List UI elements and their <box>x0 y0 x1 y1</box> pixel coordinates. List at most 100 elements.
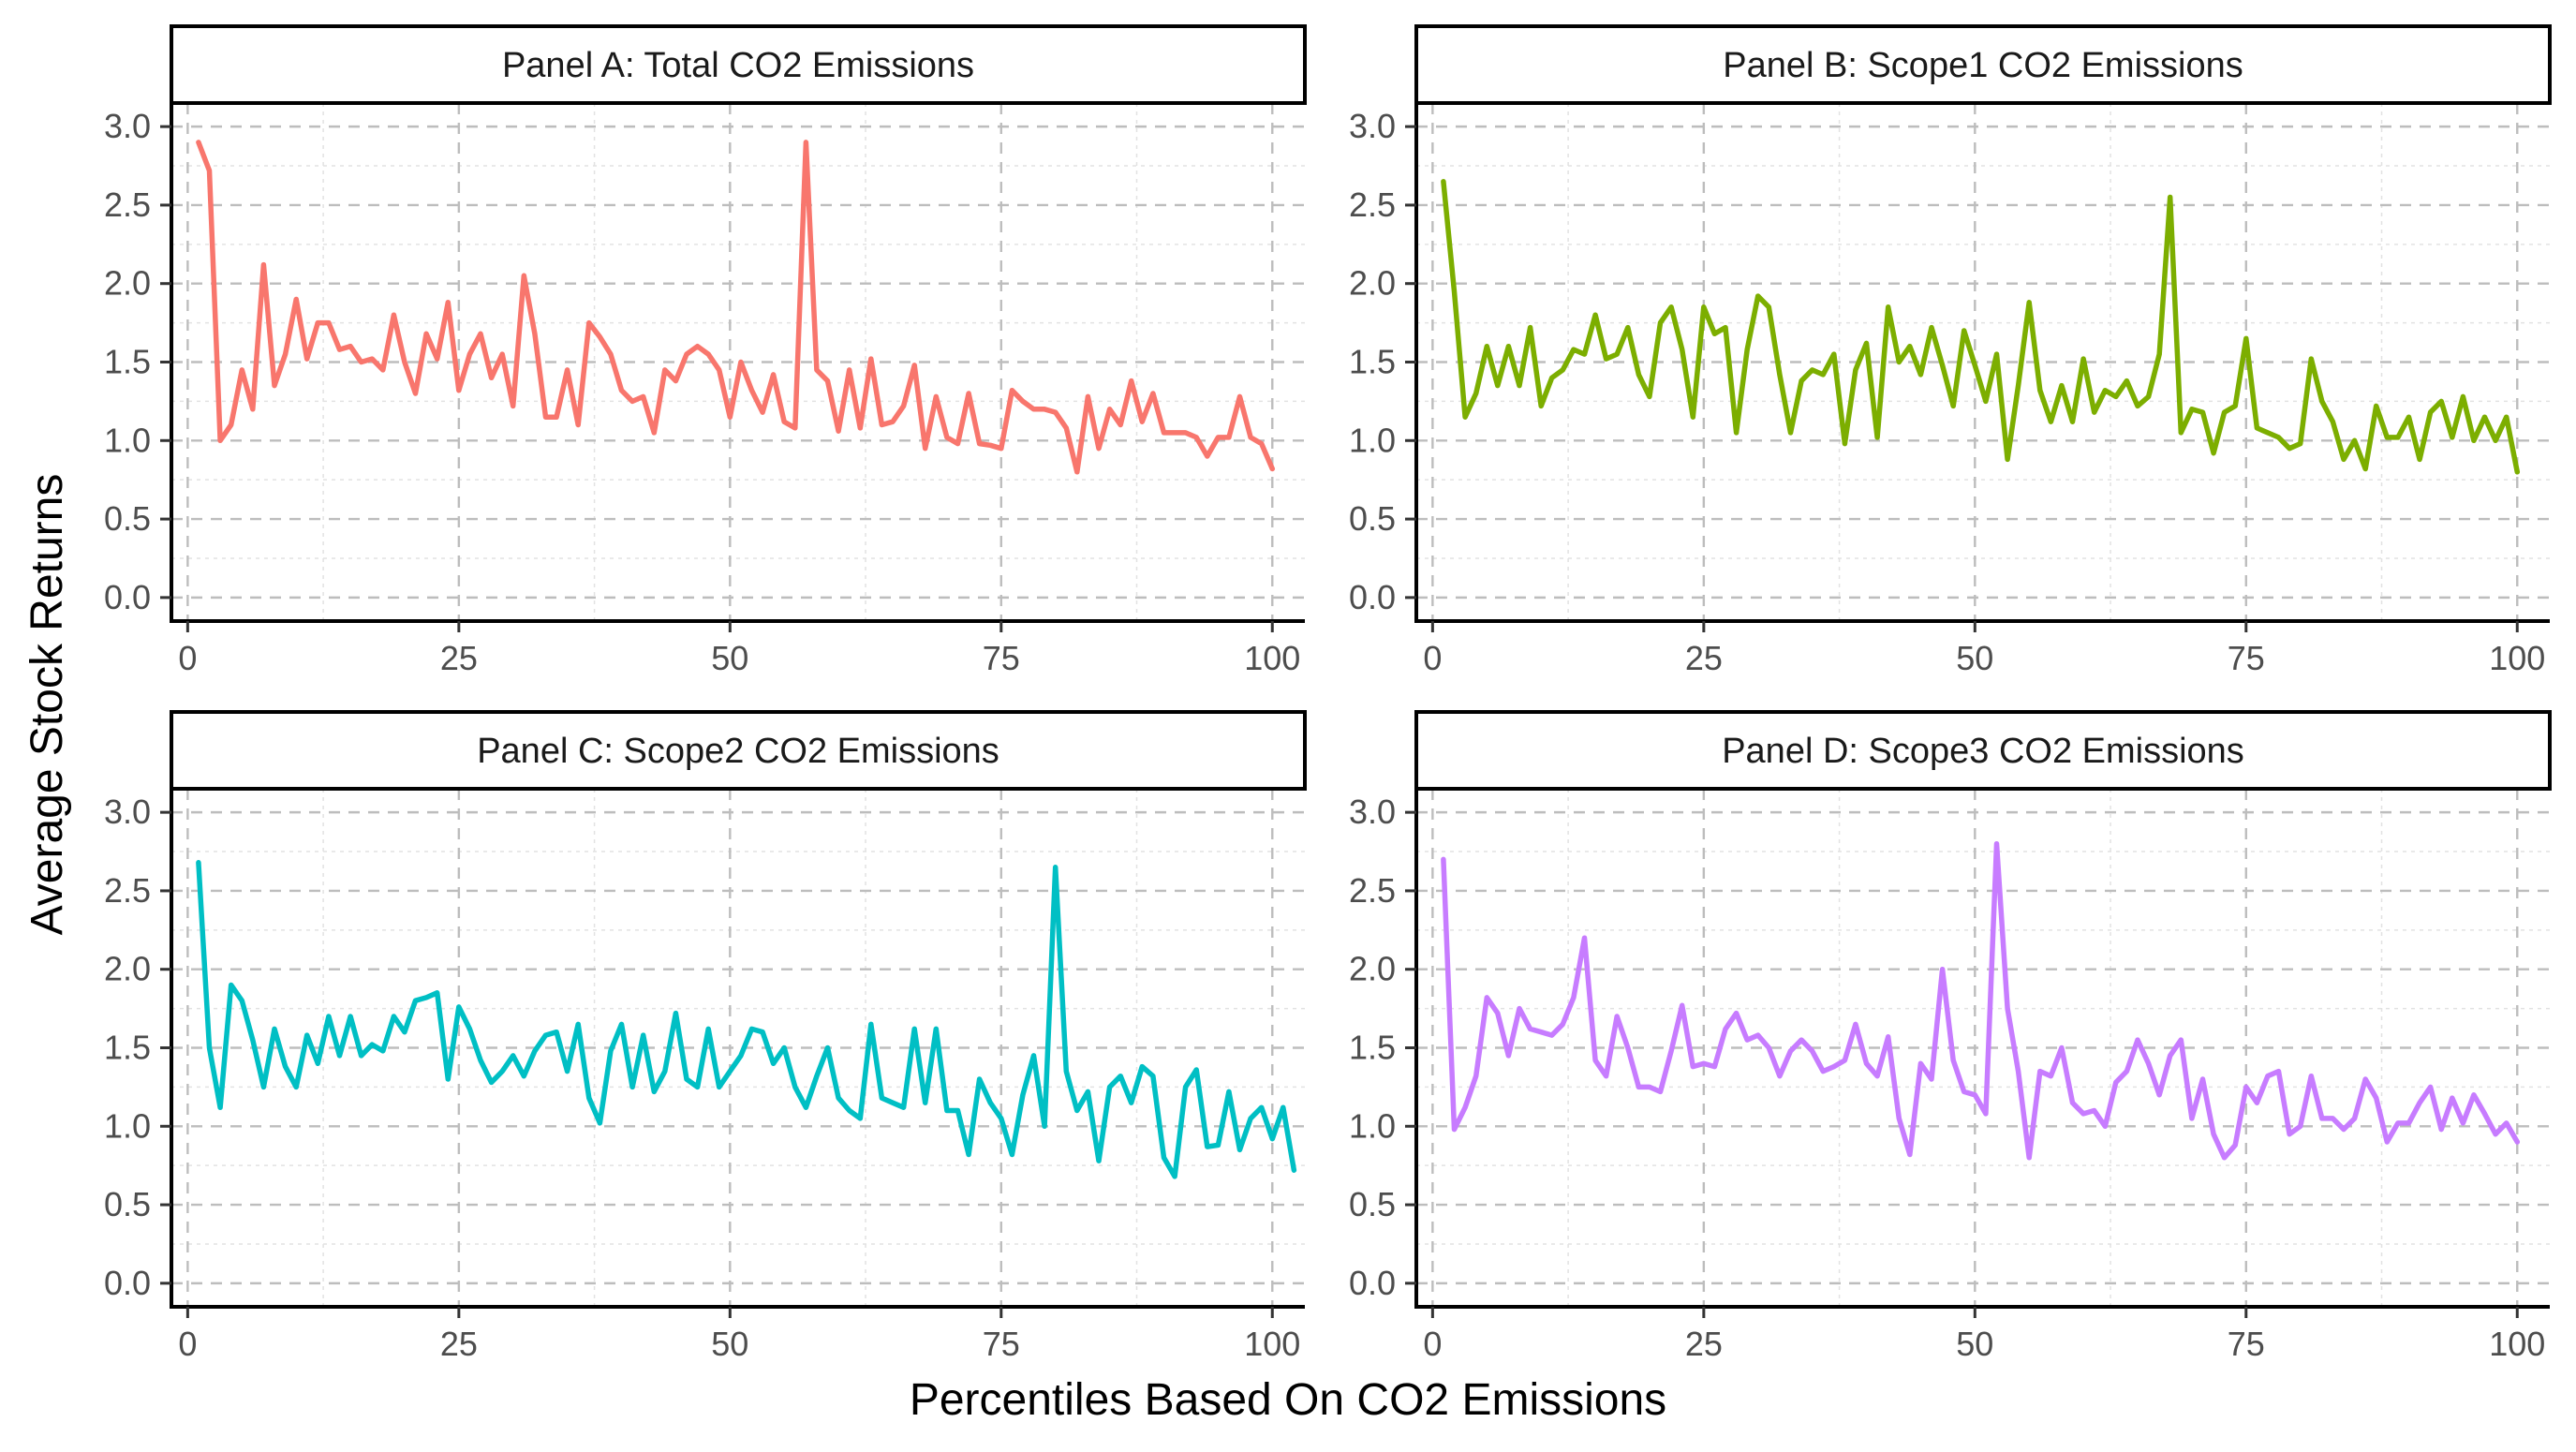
data-point <box>2450 1095 2455 1101</box>
x-tick-label: 25 <box>1685 639 1723 677</box>
data-point <box>662 1069 668 1074</box>
data-point <box>1183 1084 1189 1089</box>
data-point <box>565 1069 570 1074</box>
y-tick-label: 0.5 <box>104 1185 151 1223</box>
data-point <box>1259 441 1265 447</box>
data-point <box>1744 1037 1750 1043</box>
data-point <box>2287 1132 2292 1137</box>
data-point <box>466 1026 472 1031</box>
data-point <box>1614 1014 1620 1019</box>
data-point <box>1993 351 1999 357</box>
data-point <box>2080 1111 2086 1117</box>
data-point <box>1505 1053 1511 1059</box>
data-point <box>597 1120 602 1126</box>
data-point <box>2504 1120 2509 1126</box>
facet-strip <box>1414 710 2552 791</box>
x-tick-label: 100 <box>1244 1325 1300 1363</box>
data-point <box>260 262 266 268</box>
data-point <box>738 360 744 365</box>
data-point <box>684 351 689 357</box>
data-point <box>217 437 223 443</box>
data-point <box>229 982 234 987</box>
data-point <box>1172 1174 1177 1179</box>
data-point <box>2460 393 2465 399</box>
y-tick-label: 3.0 <box>1349 107 1396 145</box>
data-point <box>2438 1127 2444 1133</box>
data-point <box>619 1021 625 1027</box>
data-point <box>2199 1076 2205 1082</box>
x-tick-label: 0 <box>1423 639 1442 677</box>
data-point <box>1118 422 1123 428</box>
data-point <box>196 860 201 866</box>
data-point <box>2092 1108 2097 1114</box>
data-point <box>2493 1132 2498 1137</box>
data-point <box>2428 409 2434 415</box>
data-point <box>1517 1006 1522 1012</box>
data-point <box>1571 995 1577 1000</box>
data-point <box>2232 403 2238 408</box>
data-point <box>1020 398 1026 404</box>
data-point <box>1528 1026 1533 1031</box>
data-point <box>1473 391 1479 396</box>
data-point <box>521 273 526 278</box>
data-point <box>705 351 711 357</box>
data-point <box>1690 1064 1695 1070</box>
data-point <box>1604 356 1609 362</box>
data-point <box>825 378 831 384</box>
data-point <box>1734 430 1740 436</box>
data-point <box>1560 1021 1565 1027</box>
data-point <box>2352 437 2358 443</box>
data-point <box>2276 435 2282 440</box>
data-point <box>1711 331 1717 336</box>
data-point <box>2330 419 2335 424</box>
data-point <box>586 320 592 326</box>
data-point <box>1972 363 1977 368</box>
data-point <box>413 998 419 1003</box>
data-point <box>1842 441 1847 447</box>
data-point <box>2211 1132 2216 1137</box>
data-point <box>283 1064 289 1070</box>
data-point <box>1009 388 1014 393</box>
data-point <box>1907 344 1913 349</box>
data-point <box>2124 1069 2129 1074</box>
data-point <box>1907 1151 1913 1157</box>
x-axis-title: Percentiles Based On CO2 Emissions <box>910 1375 1666 1425</box>
y-tick-label: 0.0 <box>1349 578 1396 616</box>
data-point <box>2168 1053 2173 1059</box>
data-point <box>1053 409 1059 415</box>
data-point <box>966 1151 971 1157</box>
data-point <box>2211 451 2216 456</box>
data-point <box>1495 383 1501 389</box>
data-point <box>673 1011 678 1016</box>
data-point <box>1085 393 1090 399</box>
data-point <box>1690 414 1695 420</box>
data-point <box>293 1084 299 1089</box>
data-point <box>933 1026 939 1031</box>
data-point <box>2113 393 2119 399</box>
data-point <box>1842 1058 1847 1063</box>
data-point <box>1462 1104 1468 1110</box>
data-point <box>196 140 201 145</box>
data-point <box>2102 388 2108 393</box>
x-tick-label: 75 <box>983 1325 1020 1363</box>
data-point <box>326 320 332 326</box>
data-point <box>1452 1127 1458 1133</box>
data-point <box>717 367 722 373</box>
data-point <box>1193 1067 1199 1073</box>
data-point <box>651 1089 657 1094</box>
data-point <box>781 419 787 424</box>
data-point <box>413 391 419 396</box>
data-point <box>489 1079 495 1085</box>
data-point <box>260 1084 266 1089</box>
data-point <box>2070 1100 2076 1105</box>
x-tick-label: 100 <box>2489 639 2545 677</box>
data-point <box>1983 1111 1989 1117</box>
panel-b: Panel B: Scope1 CO2 Emissions 0.0 0.5 1.0 1.… <box>1349 24 2552 677</box>
y-tick-label: 1.0 <box>1349 1106 1396 1145</box>
data-point <box>554 1030 559 1035</box>
data-point <box>2308 356 2314 362</box>
data-point <box>1291 1167 1296 1173</box>
data-point <box>1886 1034 1891 1040</box>
data-point <box>1139 419 1145 424</box>
data-point <box>987 442 993 448</box>
